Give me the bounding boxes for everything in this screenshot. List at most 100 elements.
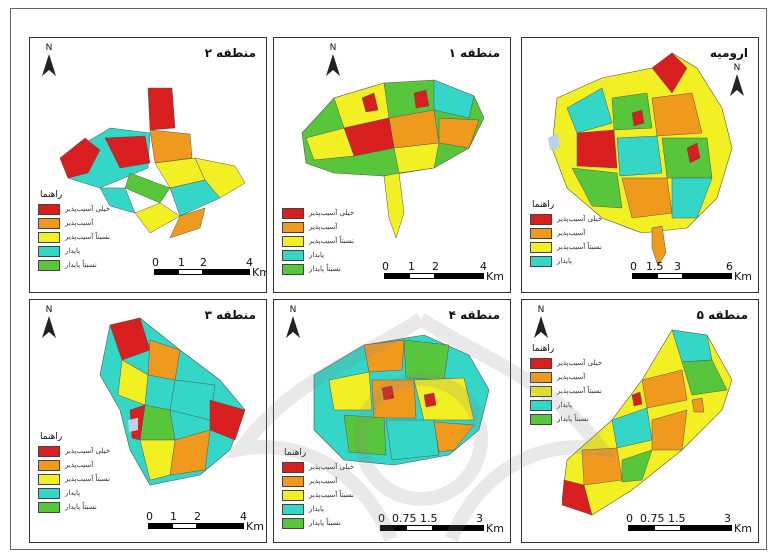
region-5-legend: راهنما خیلی آسیب‌پذیر آسیب‌پذیر نسبتاً آ… xyxy=(530,344,626,426)
legend-swatch-low xyxy=(282,503,304,515)
legend-label: خیلی آسیب‌پذیر xyxy=(309,463,355,471)
legend-label: پایدار xyxy=(309,251,325,259)
legend-title: راهنما xyxy=(40,190,63,200)
region-1-legend: خیلی آسیب‌پذیر آسیب‌پذیر نسبتاً آسیب‌پذی… xyxy=(282,206,378,276)
scale-tick: 0 xyxy=(382,260,389,273)
region-4-map xyxy=(313,334,490,466)
scale-unit: Km xyxy=(486,522,504,535)
legend-label: نسبتاً پایدار xyxy=(65,261,97,269)
scale-tick: 0 xyxy=(152,256,159,269)
legend-item: نسبتاً پایدار xyxy=(282,262,378,276)
scale-tick: 4 xyxy=(480,260,487,273)
region-5-map xyxy=(561,329,733,516)
legend-swatch-high xyxy=(530,227,552,239)
legend-item: خیلی آسیب‌پذیر xyxy=(282,460,378,474)
north-arrow-icon: N xyxy=(324,44,342,78)
legend-swatch-high xyxy=(38,217,60,229)
legend-label: نسبتاً پایدار xyxy=(309,519,341,527)
legend-title: راهنما xyxy=(532,344,555,354)
legend-swatch-very-low xyxy=(282,517,304,529)
scale-tick: 3 xyxy=(674,260,681,273)
scale-tick: 0 xyxy=(378,512,385,525)
legend-swatch-very-high xyxy=(530,213,552,225)
legend-label: آسیب‌پذیر xyxy=(557,373,586,381)
region-3-title: منطقه ۳ xyxy=(204,308,256,322)
legend-label: پایدار xyxy=(309,505,325,513)
scale-unit: Km xyxy=(486,270,504,283)
legend-swatch-very-low xyxy=(38,259,60,271)
legend-label: نسبتاً پایدار xyxy=(65,503,97,511)
map-panel-region-2: منطقه ۲ N راهنما خیلی آسیب‌پذیر آسیب‌پذی… xyxy=(29,37,267,293)
legend-title: راهنما xyxy=(532,200,555,210)
legend-swatch-very-high xyxy=(282,461,304,473)
legend-swatch-medium xyxy=(38,231,60,243)
legend-item: آسیب‌پذیر xyxy=(530,370,626,384)
legend-swatch-medium xyxy=(282,489,304,501)
legend-item: نسبتاً پایدار xyxy=(282,516,378,530)
legend-item: نسبتاً آسیب‌پذیر xyxy=(530,384,626,398)
legend-item: نسبتاً آسیب‌پذیر xyxy=(530,240,626,254)
legend-swatch-medium xyxy=(282,235,304,247)
legend-label: خیلی آسیب‌پذیر xyxy=(65,205,111,213)
legend-swatch-high xyxy=(530,371,552,383)
north-label: N xyxy=(329,43,337,53)
legend-swatch-medium xyxy=(38,473,60,485)
legend-swatch-low xyxy=(38,245,60,257)
legend-label: آسیب‌پذیر xyxy=(65,219,94,227)
legend-item: نسبتاً آسیب‌پذیر xyxy=(38,472,134,486)
region-2-map xyxy=(59,87,246,239)
map-panel-region-3: منطقه ۳ N راهنما خیلی آسیب‌پذیر آسیب‌پذی… xyxy=(29,299,267,543)
north-arrow-icon: N xyxy=(40,306,58,340)
scale-tick: 1 xyxy=(178,256,185,269)
region-1-title: منطقه ۱ xyxy=(448,46,500,60)
legend-title: راهنما xyxy=(284,448,307,458)
legend-item: آسیب‌پذیر xyxy=(282,474,378,488)
legend-swatch-high xyxy=(282,475,304,487)
legend-swatch-very-high xyxy=(38,445,60,457)
scale-tick: 1 xyxy=(408,260,415,273)
scale-tick: 2 xyxy=(432,260,439,273)
figure-frame: منطقه ۲ N راهنما خیلی آسیب‌پذیر آسیب‌پذی… xyxy=(10,8,767,550)
region-3-scale-bar: 0 1 2 4 Km xyxy=(146,510,264,533)
legend-item: خیلی آسیب‌پذیر xyxy=(282,206,378,220)
scale-tick: 0 xyxy=(146,510,153,523)
legend-swatch-low xyxy=(282,249,304,261)
legend-label: پایدار xyxy=(557,401,573,409)
legend-swatch-low xyxy=(530,255,552,267)
urmia-legend: راهنما خیلی آسیب‌پذیر آسیب‌پذیر نسبتاً آ… xyxy=(530,200,626,268)
legend-label: آسیب‌پذیر xyxy=(557,229,586,237)
legend-label: نسبتاً آسیب‌پذیر xyxy=(65,475,111,483)
legend-item: پایدار xyxy=(282,502,378,516)
north-arrow-icon: N xyxy=(284,306,302,340)
region-2-polygons xyxy=(59,87,246,239)
urmia-map xyxy=(548,52,733,267)
region-3-map xyxy=(99,317,246,486)
region-2-title: منطقه ۲ xyxy=(204,46,256,60)
scale-tick: 3 xyxy=(476,512,483,525)
scale-tick: 2 xyxy=(194,510,201,523)
urmia-polygons xyxy=(548,52,733,267)
scale-unit: Km xyxy=(246,520,264,533)
legend-item: آسیب‌پذیر xyxy=(282,220,378,234)
legend-item: نسبتاً آسیب‌پذیر xyxy=(282,488,378,502)
legend-swatch-very-high xyxy=(282,207,304,219)
legend-item: خیلی آسیب‌پذیر xyxy=(530,356,626,370)
scale-tick: 1 xyxy=(170,510,177,523)
region-4-scale-bar: 0 0.75 1.5 3 Km xyxy=(378,512,504,535)
legend-item: پایدار xyxy=(530,398,626,412)
urmia-title: ارومیه xyxy=(709,46,748,60)
legend-label: نسبتاً آسیب‌پذیر xyxy=(557,387,603,395)
legend-item: نسبتاً آسیب‌پذیر xyxy=(282,234,378,248)
legend-label: خیلی آسیب‌پذیر xyxy=(557,215,603,223)
legend-item: پایدار xyxy=(530,254,626,268)
legend-swatch-high xyxy=(38,459,60,471)
north-label: N xyxy=(733,63,741,73)
north-arrow-icon: N xyxy=(532,306,550,340)
legend-label: نسبتاً پایدار xyxy=(309,265,341,273)
region-4-polygons xyxy=(313,334,490,466)
legend-swatch-low xyxy=(530,399,552,411)
legend-item: آسیب‌پذیر xyxy=(38,458,134,472)
legend-item: آسیب‌پذیر xyxy=(530,226,626,240)
legend-swatch-medium xyxy=(530,385,552,397)
scale-tick: 0 xyxy=(626,512,633,525)
